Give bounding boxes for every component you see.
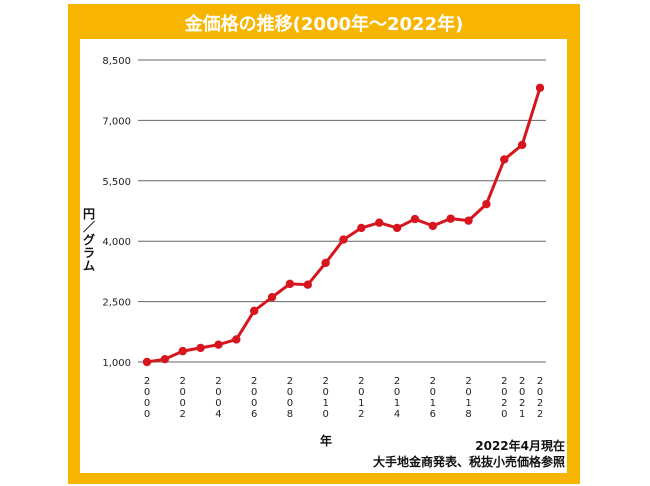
data-point [535,83,545,92]
data-point [357,223,366,233]
x-tick-label: 0 [322,409,328,420]
data-point [482,199,491,209]
x-tick-label: 1 [465,398,471,409]
x-tick-label: 4 [394,409,400,420]
x-tick-label: 0 [180,398,186,409]
plot-panel [80,39,567,473]
x-tick-label: 0 [358,387,364,398]
x-tick-label: 2 [394,376,400,387]
x-tick-label: 0 [251,398,257,409]
source-note-date: 2022年4月現在 [475,439,565,453]
x-tick-label: 1 [322,398,328,409]
y-axis-label: ラ [83,246,95,260]
x-tick-label: 0 [180,387,186,398]
x-tick-label: 1 [430,398,436,409]
y-axis-label: ム [83,259,95,273]
data-point [410,214,420,224]
data-point [303,280,312,289]
x-tick-label: 0 [251,387,257,398]
data-point [428,221,438,231]
x-tick-label: 2 [358,409,364,420]
data-point [446,214,455,223]
x-tick-label: 0 [501,409,507,420]
x-tick-label: 2 [519,376,525,387]
x-tick-label: 6 [251,409,257,420]
data-point [339,235,348,244]
x-tick-label: 2 [358,376,364,387]
data-point [214,340,223,349]
data-point [375,218,384,227]
x-tick-label: 0 [144,409,150,420]
x-tick-label: 2 [215,376,221,387]
x-tick-label: 1 [358,398,364,409]
x-tick-label: 6 [430,409,436,420]
x-tick-label: 2 [251,376,257,387]
x-tick-label: 0 [394,387,400,398]
x-tick-label: 0 [215,387,221,398]
y-axis-label: 円 [83,207,95,221]
y-axis-label: グ [83,232,95,247]
x-tick-label: 2 [519,398,525,409]
x-tick-label: 0 [519,387,525,398]
data-point [249,306,259,316]
x-tick-label: 8 [465,409,471,420]
x-tick-label: 0 [144,398,150,409]
data-point [285,279,295,289]
x-tick-label: 1 [394,398,400,409]
x-tick-label: 4 [215,409,221,420]
x-tick-label: 2 [430,376,436,387]
y-tick-label: 7,000 [102,116,131,127]
x-tick-label: 0 [287,398,293,409]
y-tick-label: 5,500 [102,177,131,188]
x-tick-label: 2 [501,376,507,387]
data-point [232,335,241,344]
x-tick-label: 0 [430,387,436,398]
x-tick-label: 2 [501,398,507,409]
data-point [517,140,527,150]
x-tick-label: 0 [215,398,221,409]
x-tick-label: 2 [537,376,543,387]
data-point [196,343,205,353]
y-tick-label: 8,500 [102,56,131,67]
x-tick-label: 2 [180,409,186,420]
x-tick-label: 2 [180,376,186,387]
data-point [160,354,170,364]
y-tick-label: 2,500 [102,298,131,309]
x-tick-label: 2 [287,376,293,387]
x-tick-label: 2 [465,376,471,387]
x-tick-label: 2 [537,409,543,420]
x-tick-label: 0 [537,387,543,398]
data-point [178,346,187,356]
data-point [392,223,402,233]
data-point [500,155,509,164]
y-tick-label: 4,000 [102,237,131,248]
x-tick-label: 0 [322,387,328,398]
data-point [464,216,473,225]
y-axis-label: ／ [83,219,95,234]
x-tick-label: 0 [144,387,150,398]
x-axis-label: 年 [320,433,332,448]
data-point [267,292,277,302]
x-tick-label: 0 [501,387,507,398]
y-tick-label: 1,000 [102,358,131,369]
x-tick-label: 1 [519,409,525,420]
source-note-reference: 大手地金商発表、税抜小売価格参照 [372,455,565,469]
chart-title: 金価格の推移(2000年〜2022年) [184,14,464,35]
x-tick-label: 2 [322,376,328,387]
x-tick-label: 8 [287,409,293,420]
x-tick-label: 0 [465,387,471,398]
x-tick-label: 2 [537,398,543,409]
x-tick-label: 0 [287,387,293,398]
data-point [321,258,330,268]
x-tick-label: 2 [144,376,150,387]
data-point [142,357,152,367]
